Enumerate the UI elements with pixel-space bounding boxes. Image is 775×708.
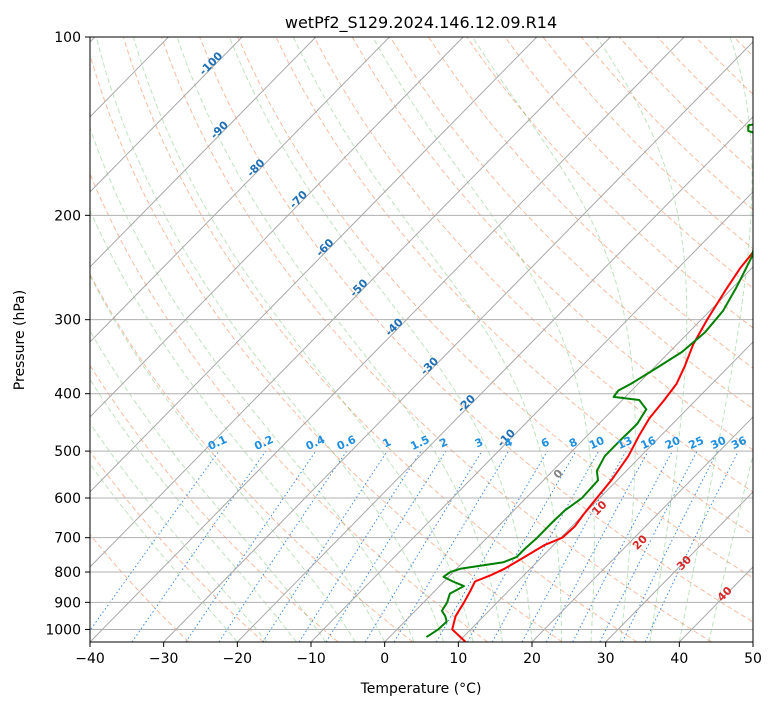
y-tick-label: 300 <box>54 313 81 329</box>
dry-adiabat-line <box>122 37 638 642</box>
moist-adiabat-line <box>176 37 503 642</box>
isotherm-line <box>90 37 243 193</box>
mixing-ratio-label: 20 <box>663 434 683 452</box>
moist-adiabat-line <box>90 378 297 642</box>
x-tick-label: 30 <box>597 651 615 667</box>
x-tick-label: 40 <box>670 651 688 667</box>
moist-adiabat-line <box>229 37 533 642</box>
dry-adiabat-line <box>90 273 414 642</box>
isotherm-line <box>90 37 317 268</box>
moist-adiabat-line <box>596 37 688 642</box>
x-tick-label: 20 <box>523 651 541 667</box>
y-tick-label: 600 <box>54 491 81 507</box>
temperature-profile-line <box>451 250 753 642</box>
x-tick-label: −40 <box>75 651 105 667</box>
y-tick-label: 500 <box>54 444 81 460</box>
mixing-ratio-line <box>364 450 483 642</box>
isotherm-line <box>90 37 611 568</box>
isotherm-line <box>752 641 753 642</box>
x-tick-label: 50 <box>744 651 762 667</box>
dry-adiabat-line <box>466 37 753 329</box>
chart-title: wetPf2_S129.2024.146.12.09.R14 <box>285 13 557 33</box>
y-axis-label: Pressure (hPa) <box>12 290 28 390</box>
moist-adiabat-line <box>90 422 268 642</box>
mixing-ratio-line <box>262 450 388 642</box>
isotherm-line <box>90 37 685 642</box>
mixing-ratio-line <box>298 450 422 642</box>
moist-adiabat-line <box>90 463 238 642</box>
x-tick-label: −10 <box>296 651 326 667</box>
dry-adiabat-line <box>90 364 339 642</box>
y-tick-label: 100 <box>54 30 81 46</box>
dry-adiabat-line <box>90 533 190 642</box>
x-tick-label: −20 <box>223 651 253 667</box>
dry-adiabat-line <box>90 52 563 642</box>
isotherm-line <box>457 341 753 642</box>
y-tick-label: 400 <box>54 387 81 403</box>
dry-adiabat-line <box>313 37 753 493</box>
plot-frame <box>89 36 754 643</box>
mixing-ratio-line <box>185 450 317 642</box>
moist-adiabat-line <box>708 453 753 642</box>
isotherm-line <box>90 37 464 418</box>
dry-adiabat-line <box>504 37 753 289</box>
dry-adiabat-line <box>389 37 753 410</box>
isotherm-line <box>384 266 753 642</box>
dry-adiabat-line <box>237 37 753 579</box>
moist-adiabat-line <box>95 37 445 642</box>
mixing-ratio-label: 10 <box>587 434 607 452</box>
mixing-ratio-label: 30 <box>709 434 729 452</box>
mixing-ratio-label: 36 <box>729 434 749 452</box>
moist-adiabat-line <box>90 329 327 642</box>
y-tick-label: 900 <box>54 595 81 611</box>
mixing-ratio-label: 13 <box>615 434 634 452</box>
mixing-ratio-line <box>521 450 627 642</box>
isotherm-line <box>163 41 753 642</box>
mixing-ratio-line <box>599 450 698 642</box>
mixing-ratio-line <box>218 450 348 642</box>
x-tick-label: −30 <box>149 651 179 667</box>
moist-adiabat-line <box>90 209 386 642</box>
moist-adiabat-line <box>678 37 753 642</box>
y-tick-label: 200 <box>54 208 81 224</box>
mixing-ratio-line <box>621 450 719 642</box>
y-tick-label: 700 <box>54 531 81 547</box>
isotherm-line <box>310 191 753 642</box>
mixing-ratio-line <box>90 450 220 632</box>
mixing-ratio-label: 25 <box>687 434 706 452</box>
x-axis-label: Temperature (°C) <box>360 681 482 697</box>
dry-adiabat-line <box>199 37 753 623</box>
moist-adiabat-line <box>90 274 356 642</box>
isotherm-line <box>90 37 538 493</box>
moist-adiabat-line <box>472 37 636 642</box>
x-tick-label: 10 <box>449 651 467 667</box>
isotherm-line <box>236 116 753 642</box>
plot-background <box>90 37 753 642</box>
mixing-ratio-line <box>545 450 649 642</box>
y-tick-label: 1000 <box>45 622 81 638</box>
dewpoint-profile-line <box>425 123 753 638</box>
mixing-ratio-label: 16 <box>639 434 659 452</box>
isotherm-line <box>605 491 753 642</box>
moist-adiabat-line <box>292 37 562 642</box>
isotherm-line <box>531 416 753 642</box>
y-tick-label: 800 <box>54 565 81 581</box>
dry-adiabat-line <box>160 37 712 642</box>
moist-adiabat-line <box>132 37 474 642</box>
isotherm-line <box>90 37 390 343</box>
x-tick-label: 0 <box>380 651 389 667</box>
